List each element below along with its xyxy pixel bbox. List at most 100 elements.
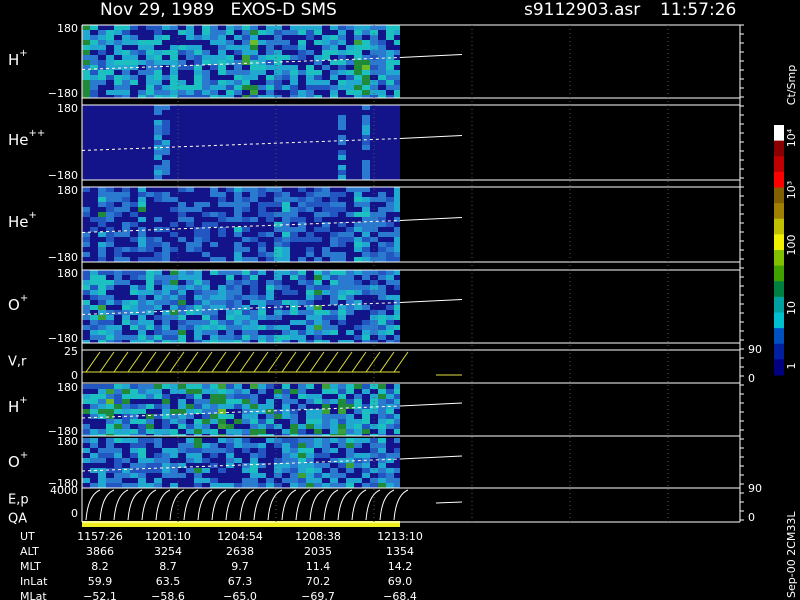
y-tick-label: 180 <box>57 184 78 197</box>
spectrogram-cell <box>370 290 378 295</box>
spectrogram-cell <box>378 320 386 325</box>
ep-trace <box>113 489 129 521</box>
spectrogram-cell <box>314 438 322 443</box>
spectrogram-cell <box>82 384 90 389</box>
spectrogram-cell <box>322 424 330 429</box>
vr-trace <box>141 351 157 373</box>
spectrogram-cell <box>202 50 210 55</box>
spectrogram-cell <box>162 285 170 290</box>
spectrogram-cell <box>186 310 194 315</box>
spectrogram-cell <box>394 325 400 330</box>
spectrogram-cell <box>162 315 170 320</box>
spectrogram-cell <box>226 438 234 443</box>
spectrogram-cell <box>202 80 210 85</box>
spectrogram-cell <box>338 65 346 70</box>
spectrogram-cell <box>282 45 290 50</box>
spectrogram-cell <box>322 55 330 60</box>
vr-trace <box>239 351 255 373</box>
spectrogram-cell <box>330 40 338 45</box>
spectrogram-cell <box>354 30 362 35</box>
spectrogram-cell <box>314 310 322 315</box>
spectrogram-cell <box>130 237 138 242</box>
spectrogram-cell <box>394 404 400 409</box>
spectrogram-cell <box>330 325 338 330</box>
spectrogram-cell <box>274 424 282 429</box>
spectrogram-cell <box>266 30 274 35</box>
spectrogram-cell <box>354 429 362 434</box>
spectrogram-cell <box>154 394 162 399</box>
spectrogram-cell <box>98 285 106 290</box>
spectrogram-cell <box>322 207 330 212</box>
spectrogram-cell <box>146 242 154 247</box>
spectrogram-cell <box>378 25 386 30</box>
spectrogram-cell <box>298 300 306 305</box>
spectrogram-cell <box>210 35 218 40</box>
spectrogram-cell <box>138 187 146 192</box>
spectrogram-cell <box>162 280 170 285</box>
spectrogram-cell <box>106 438 114 443</box>
spectrogram-cell <box>106 55 114 60</box>
spectrogram-cell <box>138 305 146 310</box>
spectrogram-cell <box>186 409 194 414</box>
spectrogram-cell <box>394 310 400 315</box>
spectrogram-cell <box>194 45 202 50</box>
spectrogram-cell <box>186 325 194 330</box>
spectrogram-cell <box>266 232 274 237</box>
spectrogram-cell <box>370 330 378 335</box>
spectrogram-cell <box>346 237 354 242</box>
spectrogram-cell <box>138 330 146 335</box>
spectrogram-cell <box>298 237 306 242</box>
spectrogram-cell <box>266 55 274 60</box>
spectrogram-cell <box>170 60 178 65</box>
spectrogram-cell <box>154 330 162 335</box>
spectrogram-cell <box>146 458 154 463</box>
spectrogram-cell <box>250 325 258 330</box>
spectrogram-cell <box>218 65 226 70</box>
spectrogram-cell <box>386 30 394 35</box>
spectrogram-cell <box>98 384 106 389</box>
spectrogram-cell <box>170 280 178 285</box>
spectrogram-cell <box>234 247 242 252</box>
spectrogram-cell <box>130 453 138 458</box>
spectrogram-cell <box>386 85 394 90</box>
spectrogram-cell <box>250 483 258 488</box>
spectrogram-cell <box>178 448 186 453</box>
spectrogram-cell <box>370 212 378 217</box>
spectrogram-cell <box>106 197 114 202</box>
spectrogram-cell <box>338 310 346 315</box>
spectrogram-cell <box>90 65 98 70</box>
spectrogram-cell <box>98 30 106 35</box>
spectrogram-cell <box>354 280 362 285</box>
spectrogram-cell <box>394 335 400 340</box>
vr-trace <box>155 351 171 373</box>
spectrogram-cell <box>306 310 314 315</box>
spectrogram-cell <box>346 399 354 404</box>
spectrogram-cell <box>154 443 162 448</box>
spectrogram-cell <box>338 150 346 155</box>
spectrogram-cell <box>194 290 202 295</box>
spectrogram-cell <box>346 384 354 389</box>
spectrogram-cell <box>106 320 114 325</box>
spectrogram-cell <box>338 232 346 237</box>
spectrogram-cell <box>130 404 138 409</box>
spectrogram-cell <box>226 404 234 409</box>
spectrogram-cell <box>186 320 194 325</box>
y-tick-label: 25 <box>64 345 78 358</box>
spectrogram-cell <box>386 80 394 85</box>
spectrogram-cell <box>194 468 202 473</box>
spectrogram-cell <box>226 280 234 285</box>
spectrogram-cell <box>154 237 162 242</box>
spectrogram-cell <box>186 438 194 443</box>
spectrogram-cell <box>330 270 338 275</box>
vr-trace <box>183 351 199 373</box>
spectrogram-cell <box>386 232 394 237</box>
spectrogram-cell <box>154 70 162 75</box>
spectrogram-cell <box>154 414 162 419</box>
spectrogram-cell <box>258 40 266 45</box>
spectrogram-cell <box>90 280 98 285</box>
spectrogram-cell <box>354 384 362 389</box>
spectrogram-cell <box>378 192 386 197</box>
ephemeris-value: −52.1 <box>83 590 117 600</box>
spectrogram-cell <box>194 335 202 340</box>
spectrogram-cell <box>186 275 194 280</box>
